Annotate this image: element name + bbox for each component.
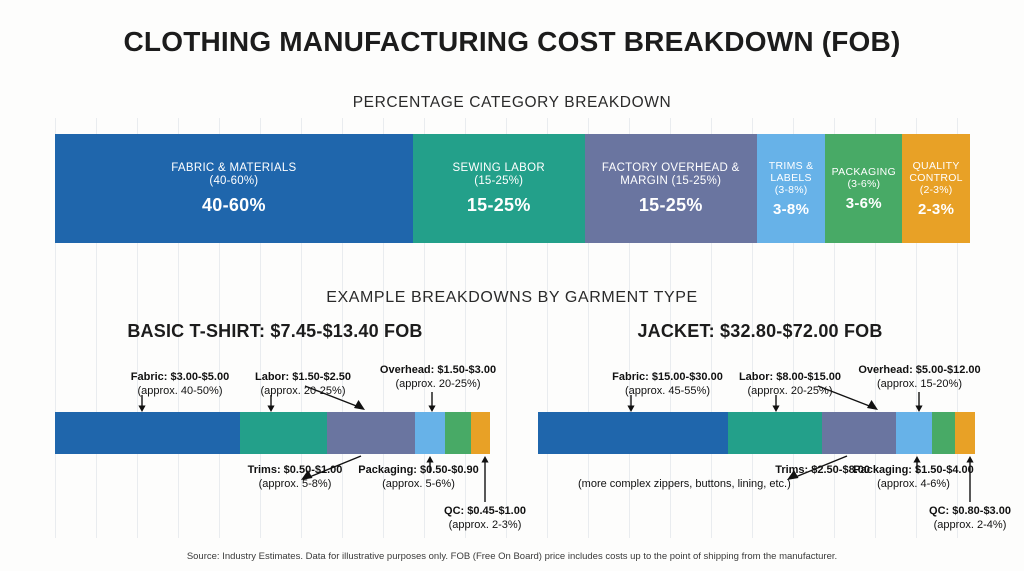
jacket-seg-qc[interactable]	[955, 412, 975, 454]
annotation-amount: Fabric: $3.00-$5.00	[130, 371, 230, 383]
bar-segment-sewing[interactable]: SEWING LABOR (15-25%) 15-25%	[412, 134, 585, 243]
jacket-seg-fabric[interactable]	[538, 412, 729, 454]
tshirt-stacked-bar	[55, 412, 490, 454]
annotation-amount: Labor: $8.00-$15.00	[738, 371, 842, 383]
segment-value: 2-3%	[918, 200, 955, 218]
jacket-fabric-arrow-icon	[625, 395, 637, 412]
annotation-note: (approx. 2-4%)	[933, 518, 1007, 531]
segment-range: (3-8%)	[774, 183, 808, 196]
percentage-section-title: PERCENTAGE CATEGORY BREAKDOWN	[352, 94, 672, 111]
jacket-title: JACKET: $32.80-$72.00 FOB	[637, 321, 883, 341]
segment-label: TRIMS & LABELS	[768, 159, 814, 184]
annotation-note: (approx. 45-55%)	[625, 384, 710, 397]
jacket-seg-packaging[interactable]	[932, 412, 956, 454]
percentage-stacked-bar: FABRIC & MATERIALS (40-60%) 40-60% SEWIN…	[55, 134, 970, 243]
tshirt-qc-arrow-icon	[479, 456, 491, 502]
annotation-note: (approx. 2-3%)	[448, 518, 522, 531]
tshirt-overhead-annotation: Overhead: $1.50-$3.00 (approx. 20-25%)	[338, 364, 538, 391]
annotation-amount: Packaging: $1.50-$4.00	[853, 464, 974, 476]
annotation-note: (approx. 20-25%)	[747, 384, 833, 397]
jacket-packaging-annotation: Packaging: $1.50-$4.00 (approx. 4-6%)	[806, 464, 1021, 491]
segment-label: SEWING LABOR	[452, 161, 545, 174]
annotation-note: (approx. 4-6%)	[877, 477, 950, 490]
segment-label: FABRIC & MATERIALS	[171, 161, 297, 174]
page-title: CLOTHING MANUFACTURING COST BREAKDOWN (F…	[123, 26, 901, 57]
jacket-stacked-bar	[538, 412, 975, 454]
annotation-amount: Packaging: $0.50-$0.90	[358, 464, 479, 476]
bar-segment-packaging[interactable]: PACKAGING (3-6%) 3-6%	[825, 134, 903, 243]
annotation-amount: Overhead: $5.00-$12.00	[858, 364, 981, 376]
tshirt-packaging-arrow-icon	[424, 456, 436, 473]
annotation-amount: Fabric: $15.00-$30.00	[612, 371, 723, 383]
jacket-packaging-arrow-icon	[911, 456, 923, 473]
segment-range: (3-6%)	[847, 177, 881, 190]
tshirt-overhead-diagonal-arrow-icon	[304, 385, 367, 412]
tshirt-seg-fabric[interactable]	[55, 412, 240, 454]
segment-value: 40-60%	[201, 194, 266, 215]
segment-range: (15-25%)	[474, 174, 524, 187]
annotation-amount: QC: $0.80-$3.00	[929, 505, 1011, 517]
jacket-seg-trims[interactable]	[896, 412, 933, 454]
jacket-overhead-arrow-icon	[913, 392, 925, 412]
segment-value: 3-8%	[772, 200, 810, 218]
tshirt-labor-arrow-icon	[265, 395, 277, 412]
jacket-fabric-annotation: Fabric: $15.00-$30.00 (approx. 45-55%)	[555, 371, 780, 398]
source-footer: Source: Industry Estimates. Data for ill…	[186, 551, 838, 562]
annotation-amount: Labor: $1.50-$2.50	[255, 371, 351, 383]
annotation-note: (approx. 15-20%)	[877, 377, 962, 390]
annotation-amount: Trims: $2.50-$8.00	[775, 464, 870, 476]
tshirt-qc-annotation: QC: $0.45-$1.00 (approx. 2-3%)	[380, 505, 590, 532]
annotation-amount: Trims: $0.50-$1.00	[247, 464, 343, 476]
bar-segment-overhead[interactable]: FACTORY OVERHEAD & MARGIN (15-25%) 15-25…	[584, 134, 757, 243]
segment-value: 3-6%	[845, 194, 882, 212]
segment-label: PACKAGING	[831, 165, 897, 178]
annotation-note: (more complex zippers, buttons, lining, …	[578, 477, 791, 490]
annotation-note: (approx. 40-50%)	[137, 384, 223, 397]
segment-value: 15-25%	[638, 194, 703, 215]
jacket-trims-annotation: Trims: $2.50-$8.00 (more complex zippers…	[578, 464, 993, 491]
jacket-qc-arrow-icon	[964, 456, 976, 502]
jacket-seg-overhead[interactable]	[822, 412, 897, 454]
tshirt-trims-annotation: Trims: $0.50-$1.00 (approx. 5-8%)	[200, 464, 390, 491]
tshirt-seg-qc[interactable]	[470, 412, 490, 454]
segment-value: 15-25%	[466, 194, 531, 215]
bar-segment-trims[interactable]: TRIMS & LABELS (3-8%) 3-8%	[756, 134, 826, 243]
tshirt-overhead-arrow-icon	[426, 392, 438, 412]
jacket-trims-diagonal-arrow-icon	[787, 455, 849, 482]
segment-label: FACTORY OVERHEAD & MARGIN (15-25%)	[601, 161, 740, 187]
tshirt-seg-labor[interactable]	[239, 412, 327, 454]
tshirt-seg-trims[interactable]	[414, 412, 445, 454]
tshirt-packaging-annotation: Packaging: $0.50-$0.90 (approx. 5-6%)	[311, 464, 526, 491]
jacket-seg-labor[interactable]	[728, 412, 823, 454]
tshirt-fabric-arrow-icon	[136, 395, 148, 412]
tshirt-title: BASIC T-SHIRT: $7.45-$13.40 FOB	[127, 321, 423, 341]
tshirt-trims-diagonal-arrow-icon	[301, 455, 363, 482]
examples-section-title: EXAMPLE BREAKDOWNS BY GARMENT TYPE	[326, 289, 698, 306]
annotation-note: (approx. 20-25%)	[395, 377, 481, 390]
jacket-labor-annotation: Labor: $8.00-$15.00 (approx. 20-25%)	[690, 371, 890, 398]
annotation-note: (approx. 5-8%)	[258, 477, 332, 490]
annotation-amount: Overhead: $1.50-$3.00	[379, 364, 497, 376]
jacket-overhead-diagonal-arrow-icon	[817, 385, 880, 412]
segment-label: QUALITY CONTROL	[909, 159, 963, 184]
segment-range: (2-3%)	[919, 183, 953, 196]
segment-range: (40-60%)	[209, 174, 259, 187]
tshirt-seg-overhead[interactable]	[326, 412, 415, 454]
annotation-amount: QC: $0.45-$1.00	[444, 505, 526, 517]
tshirt-fabric-annotation: Fabric: $3.00-$5.00 (approx. 40-50%)	[75, 371, 285, 398]
jacket-qc-annotation: QC: $0.80-$3.00 (approx. 2-4%)	[865, 505, 1024, 532]
bar-segment-fabric[interactable]: FABRIC & MATERIALS (40-60%) 40-60%	[55, 134, 413, 243]
bar-segment-quality[interactable]: QUALITY CONTROL (2-3%) 2-3%	[902, 134, 970, 243]
jacket-labor-arrow-icon	[770, 395, 782, 412]
jacket-overhead-annotation: Overhead: $5.00-$12.00 (approx. 15-20%)	[817, 364, 1022, 391]
tshirt-seg-packaging[interactable]	[444, 412, 471, 454]
annotation-note: (approx. 5-6%)	[382, 477, 455, 490]
